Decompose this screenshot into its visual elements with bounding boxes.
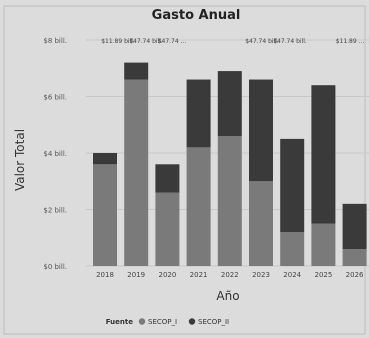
bar-segment-secop-ii <box>155 164 180 193</box>
bar-segment-secop-i <box>186 147 211 266</box>
top-label: $47.74 bill. <box>273 38 307 45</box>
top-label: $47.74 bill. <box>245 38 279 45</box>
y-tick-label: $8 bill. <box>43 37 67 45</box>
y-ticks: $0 bill. $2 bill. $4 bill. $6 bill. $8 bill. <box>43 37 67 271</box>
bar-segment-secop-ii <box>217 71 242 137</box>
chart-title: Gasto Anual <box>152 8 241 23</box>
x-tick-label: 2025 <box>314 271 332 279</box>
top-label: $11.89 bill. <box>101 38 135 45</box>
x-tick-label: 2021 <box>190 271 208 279</box>
x-tick-label: 2023 <box>252 271 270 279</box>
x-tick-label: 2019 <box>127 271 145 279</box>
x-tick-label: 2024 <box>283 271 301 279</box>
x-tick-label: 2020 <box>158 271 176 279</box>
top-labels: $11.89 bill.$47.74 bill.$47.74 ... $47.74… <box>101 38 364 45</box>
top-label: $11.89 ... <box>336 38 365 45</box>
top-label: $47.74 bill. <box>129 38 163 45</box>
bar-segment-secop-ii <box>311 85 336 224</box>
legend-marker <box>188 318 196 325</box>
bar-segment-secop-ii <box>249 79 273 182</box>
bar-segment-secop-i <box>217 136 242 266</box>
bar-segment-secop-i <box>311 223 336 266</box>
bar-segment-secop-i <box>280 232 305 266</box>
bar-segment-secop-i <box>124 79 149 266</box>
legend-marker <box>138 318 146 325</box>
x-ticks: 2018 2019 2020 2021 2022 2023 2024 2025 2026 <box>96 271 364 279</box>
chart-frame <box>3 5 366 335</box>
bar-segment-secop-i <box>342 249 367 266</box>
bar-segment-secop-ii <box>93 153 117 165</box>
x-tick-label: 2018 <box>96 271 114 279</box>
legend: Fuente SECOP_I SECOP_II <box>106 318 229 326</box>
legend-title: Fuente <box>106 318 133 326</box>
y-tick-label: $4 bill. <box>43 150 67 158</box>
bar-segment-secop-ii <box>186 79 211 148</box>
bar-segment-secop-i <box>93 164 117 266</box>
bar-segment-secop-ii <box>124 62 149 80</box>
top-label: $47.74 ... <box>158 38 187 45</box>
x-axis-label: Año <box>216 289 239 303</box>
bar-segment-secop-ii <box>342 203 367 250</box>
y-tick-label: $6 bill. <box>43 94 67 102</box>
bars <box>93 62 367 266</box>
bar-segment-secop-ii <box>280 138 305 233</box>
y-tick-label: $2 bill. <box>43 207 67 215</box>
x-tick-label: 2026 <box>346 271 364 279</box>
legend-item-label: SECOP_I <box>148 318 177 326</box>
bar-segment-secop-i <box>249 181 273 266</box>
y-axis-label: Valor Total <box>13 129 27 191</box>
y-tick-label: $0 bill. <box>43 263 67 271</box>
bar-segment-secop-i <box>155 192 180 266</box>
legend-item-label: SECOP_II <box>198 318 229 326</box>
x-tick-label: 2022 <box>221 271 239 279</box>
